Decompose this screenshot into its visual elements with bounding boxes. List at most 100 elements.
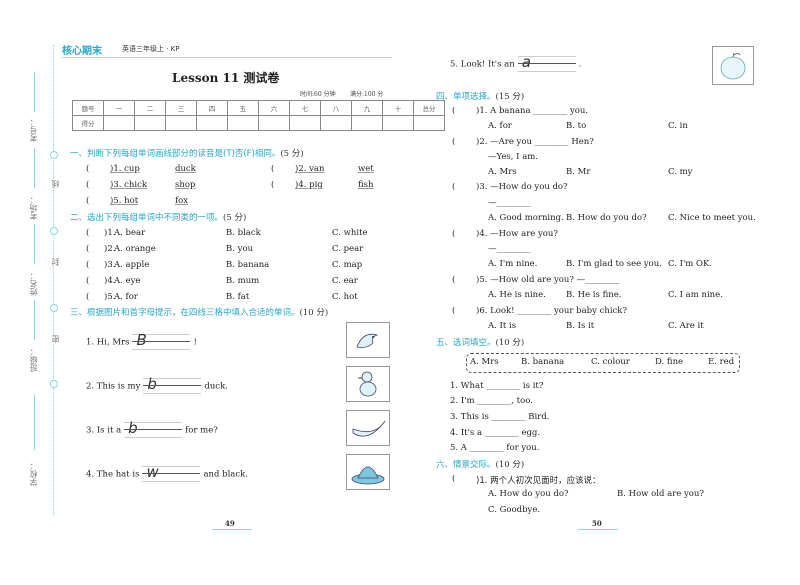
word-bank-option: A. Mrs [470,357,499,367]
option: A. eye [114,276,141,286]
option: C. I am nine. [668,290,723,300]
exam-room-field[interactable] [34,148,35,188]
footer-rule [578,529,618,530]
answer-paren: ( [86,228,90,238]
option: C. map [332,260,363,270]
footer-rule [212,529,252,530]
word-bank-option: B. banana [521,357,565,367]
option: B. banana [226,260,270,270]
word-bank-option: E. red [708,357,735,367]
section-6-title: 六、情景交际。(10 分) [436,460,525,470]
option: A. I'm nine. [488,259,538,269]
answer-paren: ( [452,137,456,147]
item-number: )2. [104,244,116,254]
four-line-grid[interactable]: b [124,419,183,438]
question-text: )3. —How do you do? [476,182,568,192]
four-line-grid[interactable]: B [132,331,191,350]
seal-text: 封 [50,258,61,266]
word-bank-option: D. fine [655,357,684,367]
fill-in-item: 1. What ________ is it? [450,381,544,391]
option: B. mum [226,276,260,286]
option: C. my [668,167,693,177]
table-cell: 得分 [72,115,104,131]
option: A. apple [114,260,150,270]
table-cell: 四 [196,100,228,116]
option: A. He is nine. [488,290,546,300]
dialogue-line: —Yes, I am. [488,152,539,162]
item-number: )5. [104,292,116,302]
option: A. orange [114,244,156,254]
field-label: 考号： [29,118,38,142]
option: C. I'm OK. [668,259,713,269]
item-word: wet [358,164,374,174]
brand-logo: 核心期末 [62,46,102,57]
fill-in-item: 2. I'm ________, too. [450,396,533,406]
question-text: )1. 两个人初次见面时，应该说： [476,476,601,486]
seal-circle [50,304,58,312]
item-number: )4. [104,276,116,286]
word-bank [466,353,740,373]
full-score: 满分:100 分 [350,91,384,98]
name-field[interactable] [34,224,35,264]
item-word: )3. chick [110,180,147,190]
item-word: shop [175,180,196,190]
option: A. It is [488,321,517,331]
exam-number-field[interactable] [34,72,35,112]
fill-in-item: 3. This is ________ Bird. [450,412,550,422]
dialogue-line: —________ [488,198,531,208]
answer-paren: ( [86,292,90,302]
option: B. you [226,244,254,254]
class-field[interactable] [34,300,35,340]
question-text: )2. —Are you ________ Hen? [476,137,594,147]
page-title: Lesson 11 测试卷 [172,71,280,85]
answer-paren: ( [86,260,90,270]
fill-in-item: 5. A ________ for you. [450,443,540,453]
option: A. Mrs [488,167,517,177]
fill-in-item: 4. It's a ________ egg. [450,428,541,438]
option: C. Nice to meet you. [668,213,756,223]
option: A. for [488,121,512,131]
option: A. for [114,292,138,302]
option: C. white [332,228,368,238]
four-line-grid[interactable]: w [142,463,201,482]
seal-text: 线 [50,180,61,188]
option: A. How do you do? [488,489,569,499]
field-label: 姓名： [29,272,38,296]
table-cell: 八 [320,100,352,116]
dialogue-line: —________ [488,244,531,254]
duck-picture [346,366,390,402]
table-cell: 六 [258,100,290,116]
answer-paren: ( [452,106,456,116]
question-text: )5. —How old are you? —________ [476,275,620,285]
field-label: 班级： [29,348,38,372]
header-rule [62,57,392,58]
table-cell: 三 [165,100,197,116]
option: B. How old are you? [617,489,704,499]
apple-picture [712,46,754,85]
four-line-grid[interactable]: b [143,375,202,394]
field-label: 学校： [29,462,38,486]
table-cell: 一 [103,100,135,116]
series-label: 英语三年级上 · KP [122,45,180,53]
answer-paren: ( [452,306,456,316]
time-limit: 时间:60 分钟 [300,91,336,98]
bird-picture [346,322,390,358]
section-1-title: 一、判断下列每组单词画线部分的读音是(T)否(F)相同。(5 分) [70,149,304,159]
answer-paren: ( [86,244,90,254]
answer-paren: ( [452,275,456,285]
option: B. Is it [566,321,595,331]
option: C. Are it [668,321,704,331]
table-cell: 二 [134,100,166,116]
four-line-grid[interactable]: a [517,53,576,72]
school-field[interactable] [34,395,35,450]
option: B. black [226,228,261,238]
item-word: )5. hot [110,196,139,206]
option: C. in [668,121,688,131]
seal-text: 密 [50,335,61,343]
item-word: fox [175,196,189,206]
option: A. bear [114,228,146,238]
option: B. How do you do? [566,213,647,223]
seal-circle [50,151,58,159]
page-number-right: 50 [592,519,602,528]
item-number: )1. [104,228,116,238]
